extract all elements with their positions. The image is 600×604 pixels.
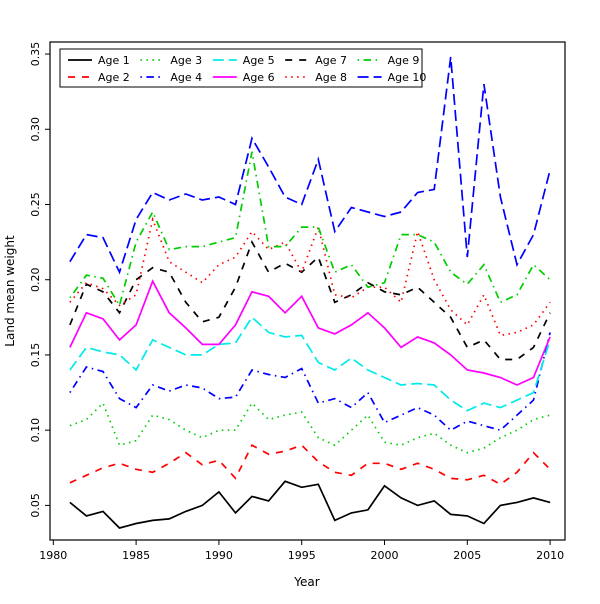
legend-box [59,48,423,88]
legend-label: Age 2 [98,71,130,84]
x-tick-label: 1985 [122,549,150,562]
series-line-age-4 [69,332,551,432]
legend-item: Age 1 [68,54,130,67]
x-tick-label: 1980 [39,549,67,562]
legend-label: Age 6 [243,71,275,84]
legend-item: Age 4 [140,71,202,84]
legend-label: Age 9 [388,54,420,67]
legend-label: Age 3 [170,54,202,67]
y-tick-label: 0.05 [29,493,42,517]
legend-item: Age 5 [212,54,275,67]
y-tick-label: 0.30 [29,117,42,142]
y-tick-label: 0.20 [29,267,42,292]
legend-item: Age 2 [68,71,130,84]
series-line-age-3 [69,401,551,454]
x-tick-label: 2005 [453,549,481,562]
series-line-age-7 [69,240,551,361]
y-tick-label: 0.15 [29,343,42,368]
legend-item: Age 6 [212,71,275,84]
legend-label: Age 7 [315,54,347,67]
legend-label: Age 10 [388,71,427,84]
y-tick-label: 0.25 [29,192,42,217]
legend-label: Age 8 [315,71,347,84]
legend-label: Age 5 [243,54,275,67]
legend-item: Age 9 [357,54,420,67]
y-tick-label: 0.10 [29,418,42,443]
series-line-age-8 [69,216,551,337]
series-line-age-10 [69,56,551,275]
legend-label: Age 4 [170,71,202,84]
plot-box [49,41,566,541]
legend-item: Age 3 [140,54,202,67]
series-line-age-6 [69,279,551,386]
x-tick-label: 2000 [371,549,399,562]
legend-item: Age 10 [357,71,427,84]
x-axis-label: Year [293,575,319,589]
x-tick-label: 1995 [288,549,316,562]
x-tick-label: 2010 [536,549,564,562]
y-tick-label: 0.35 [29,42,42,67]
legend-item: Age 7 [285,54,347,67]
legend-item: Age 8 [285,71,347,84]
series-line-age-9 [69,151,551,308]
series-line-age-2 [69,444,551,486]
x-tick-label: 1990 [205,549,233,562]
series-line-age-1 [69,480,551,529]
legend-label: Age 1 [98,54,130,67]
y-axis-label: Land mean weight [3,235,17,347]
plot-area: 1980 1985 1990 1995 2000 2005 2010 0.05 0.10 0.15… [29,41,566,562]
series-line-age-5 [69,315,551,412]
